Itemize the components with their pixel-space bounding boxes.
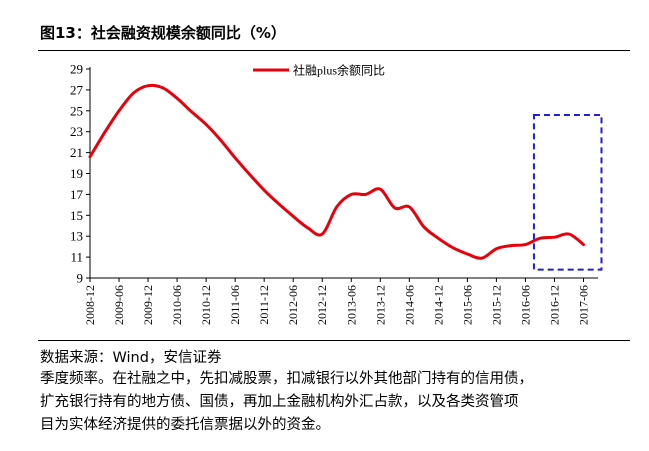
x-tick-label: 2009-12 [141, 285, 155, 325]
y-tick-label: 19 [70, 166, 83, 181]
x-tick-label: 2013-06 [344, 285, 358, 325]
figure-title: 图13：社会融资规模余额同比（%） [40, 24, 286, 42]
y-tick-label: 27 [70, 82, 84, 97]
highlight-box [532, 113, 603, 271]
y-tick-label: 15 [70, 208, 83, 223]
series-line [88, 83, 585, 260]
x-tick-label: 2016-06 [518, 285, 532, 325]
y-tick-label: 13 [70, 229, 83, 244]
x-tick-label: 2017-06 [576, 285, 590, 325]
x-tick-label: 2011-12 [257, 285, 271, 325]
y-tick-label: 29 [70, 62, 83, 77]
chart-legend: 社融plus余额同比 [253, 63, 385, 78]
footnotes: 季度频率。在社融之中，先扣减股票，扣减银行以外其他部门持有的信用债， 扩充银行持… [40, 368, 533, 437]
x-tick-label: 2012-12 [315, 285, 329, 325]
x-tick-label: 2011-06 [228, 285, 242, 325]
line-chart: 9 11 13 15 17 19 21 23 25 27 29 2008-12 2009-06 2009-… [70, 62, 603, 326]
y-tick-label: 9 [77, 271, 84, 286]
footnote-line: 季度频率。在社融之中，先扣减股票，扣减银行以外其他部门持有的信用债， [40, 371, 533, 387]
x-tick-label: 2016-12 [547, 285, 561, 325]
footnote-line: 目为实体经济提供的委托信票据以外的资金。 [40, 417, 330, 433]
y-tick-label: 21 [70, 145, 83, 160]
footnote-line: 扩充银行持有的地方债、国债，再加上金融机构外汇占款，以及各类资管项 [40, 394, 519, 410]
x-tick-label: 2010-12 [199, 285, 213, 325]
bottom-rule [38, 340, 630, 341]
chart-series [88, 83, 585, 260]
y-tick-label: 11 [70, 250, 83, 265]
x-tick-label: 2010-06 [170, 285, 184, 325]
legend-label: 社融plus余额同比 [293, 63, 385, 78]
x-tick-label: 2015-12 [489, 285, 503, 325]
x-tick-label: 2009-06 [112, 285, 126, 325]
top-rule [38, 50, 630, 51]
x-tick-label: 2013-12 [373, 285, 387, 325]
highlight-box-group [532, 113, 603, 271]
x-tick-label: 2014-12 [431, 285, 445, 325]
y-tick-label: 23 [70, 124, 83, 139]
x-tick-label: 2015-06 [460, 285, 474, 325]
tick-labels: 9 11 13 15 17 19 21 23 25 27 29 2008-12 2009-06 2009-… [70, 62, 590, 326]
chart-axes [86, 67, 598, 282]
x-tick-label: 2012-06 [286, 285, 300, 325]
x-tick-label: 2008-12 [83, 285, 97, 325]
data-source: 数据来源：Wind，安信证券 [40, 350, 222, 366]
x-tick-label: 2014-06 [402, 285, 416, 325]
y-tick-label: 25 [70, 103, 83, 118]
y-tick-label: 17 [70, 187, 84, 202]
